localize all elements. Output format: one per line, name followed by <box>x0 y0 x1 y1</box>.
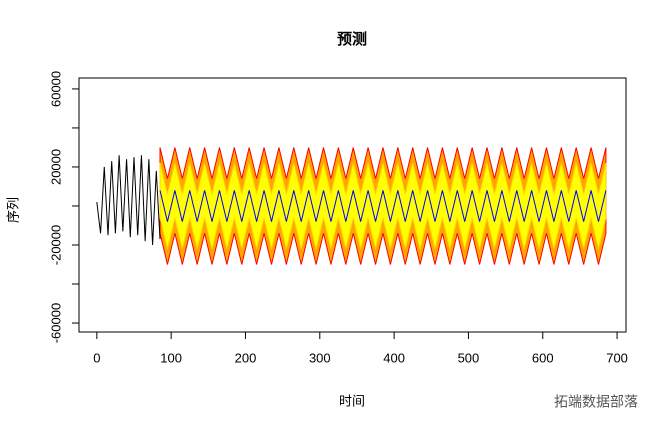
x-tick-label: 200 <box>235 350 257 365</box>
x-tick-label: 700 <box>606 350 628 365</box>
y-tick-label: 60000 <box>48 71 63 107</box>
series-line <box>159 190 607 222</box>
forecast-band <box>159 162 607 250</box>
plot-frame <box>78 77 627 333</box>
y-tick-label: 20000 <box>48 149 63 185</box>
x-tick-label: 500 <box>458 350 480 365</box>
y-tick-label: -20000 <box>48 225 63 265</box>
x-tick-label: 600 <box>532 350 554 365</box>
x-tick-label: 300 <box>309 350 331 365</box>
x-tick-label: 0 <box>93 350 100 365</box>
y-axis-title: 序列 <box>5 197 20 223</box>
x-tick-label: 100 <box>160 350 182 365</box>
series-line <box>96 155 161 246</box>
chart-title: 预测 <box>337 30 367 48</box>
watermark: 拓端数据部落 <box>554 394 638 410</box>
y-tick-label: -60000 <box>48 303 63 343</box>
x-axis-title: 时间 <box>339 393 365 408</box>
x-tick-label: 400 <box>383 350 405 365</box>
